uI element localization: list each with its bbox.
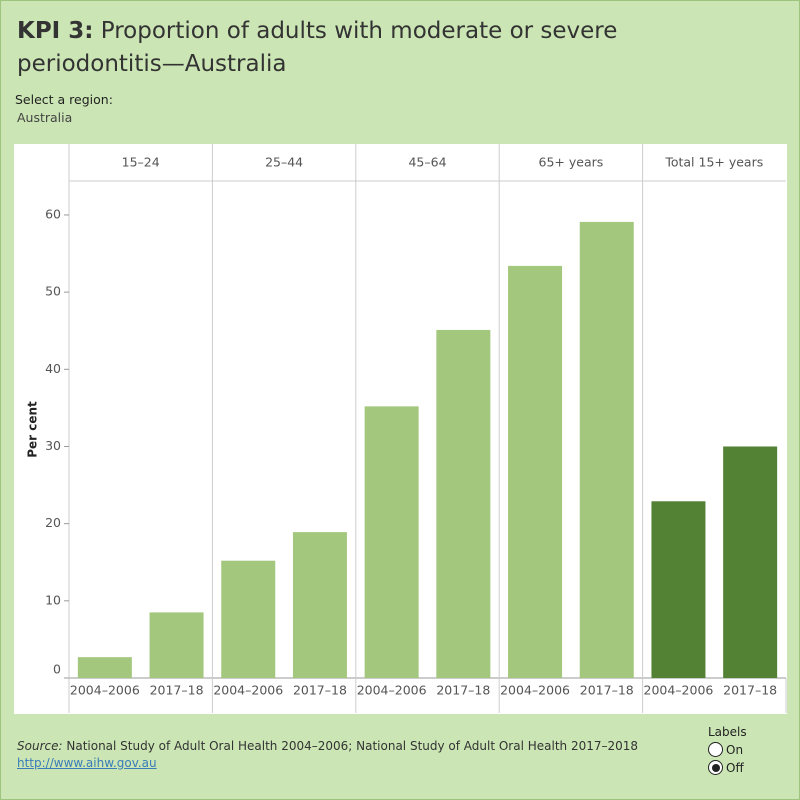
y-tick-label: 60 [45,206,61,221]
radio-label: On [726,742,744,757]
title-text: Proportion of adults with moderate or se… [17,18,618,77]
radio-label: Off [726,760,744,775]
x-tick-label: 2004–2006 [213,683,283,698]
x-tick-label: 2017–18 [150,683,204,698]
x-tick-label: 2017–18 [580,683,634,698]
x-tick-label: 2004–2006 [357,683,427,698]
group-label: 25–44 [265,155,303,170]
y-tick-label: 20 [45,515,61,530]
group-label: Total 15+ years [664,155,763,170]
filter-value[interactable]: Australia [17,110,73,125]
group-label: 15–24 [122,155,160,170]
source: Source: National Study of Adult Oral Hea… [17,739,638,753]
radio-option[interactable]: On [708,742,743,757]
radio-option[interactable]: Off [708,760,744,775]
bar [723,446,778,678]
group-label: 65+ years [539,155,604,170]
labels-title: Labels [708,725,747,739]
source-link[interactable]: http://www.aihw.gov.au [17,756,157,770]
title-prefix: KPI 3: [17,18,94,44]
x-tick-label: 2004–2006 [70,683,140,698]
bar [221,560,276,678]
x-tick-label: 2017–18 [436,683,490,698]
y-tick-label: 0 [53,662,61,677]
source-text: National Study of Adult Oral Health 2004… [66,739,639,753]
bar [292,532,347,678]
group-label: 45–64 [408,155,446,170]
chart: 0 10 20 30 40 50 60 Per cent 15–24 2004–2006 2017–… [14,144,787,714]
bar [579,221,634,679]
bar [149,612,204,678]
y-tick-label: 50 [45,284,61,299]
bar [77,657,132,678]
y-tick-label: 10 [45,592,61,607]
x-tick-label: 2017–18 [723,683,777,698]
y-tick-label: 40 [45,361,61,376]
x-tick-label: 2004–2006 [644,683,714,698]
bar [436,329,491,678]
radio-dot[interactable] [708,742,723,757]
y-axis-title: Per cent [26,401,40,458]
bar [364,406,419,678]
bar [651,501,706,678]
y-tick-label: 30 [45,438,61,453]
bar [508,265,563,678]
filter-label: Select a region: [15,92,113,107]
x-tick-label: 2017–18 [293,683,347,698]
title: KPI 3: Proportion of adults with moderat… [17,15,657,81]
source-label: Source: [17,739,63,753]
radio-dot[interactable] [708,760,723,775]
x-tick-label: 2004–2006 [500,683,570,698]
